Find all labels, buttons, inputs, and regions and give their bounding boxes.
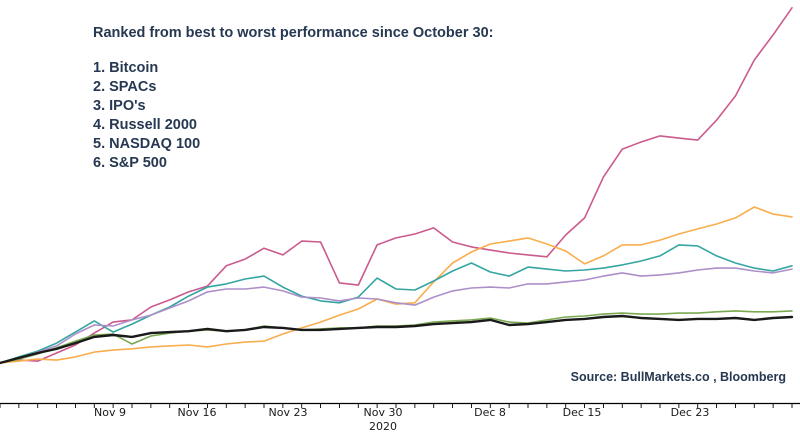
- x-tick-label: Nov 9: [94, 406, 126, 419]
- x-tick-label: Dec 23: [670, 406, 710, 419]
- series-line-spacs: [0, 206, 793, 364]
- ranking-item: 1. Bitcoin: [93, 60, 159, 76]
- chart-title: Ranked from best to worst performance si…: [93, 25, 494, 41]
- ranking-list: 1. Bitcoin 2. SPACs 3. IPO's 4. Russell 200…: [93, 59, 493, 173]
- x-axis-year-label: 2020: [369, 420, 397, 433]
- ranking-item: 2. SPACs: [93, 79, 157, 95]
- ranking-item: 5. NASDAQ 100: [93, 136, 201, 152]
- x-tick-label: Dec 15: [562, 406, 602, 419]
- series-line-ipo-s: [0, 244, 793, 364]
- source-label: Source: BullMarkets.co , Bloomberg: [570, 370, 786, 384]
- ranking-item: 3. IPO's: [93, 98, 146, 114]
- ranking-item: 6. S&P 500: [93, 155, 167, 171]
- series-line-s-p-500: [0, 314, 794, 365]
- series-line-russell-2000: [0, 267, 793, 364]
- x-tick-label: Nov 16: [177, 406, 217, 419]
- x-tick-label: Nov 30: [363, 406, 403, 419]
- ranking-item: 4. Russell 2000: [93, 117, 197, 133]
- x-tick-label: Dec 8: [474, 406, 506, 419]
- ranking-annotation: Ranked from best to worst performance si…: [93, 24, 493, 173]
- x-tick-label: Nov 23: [268, 406, 308, 419]
